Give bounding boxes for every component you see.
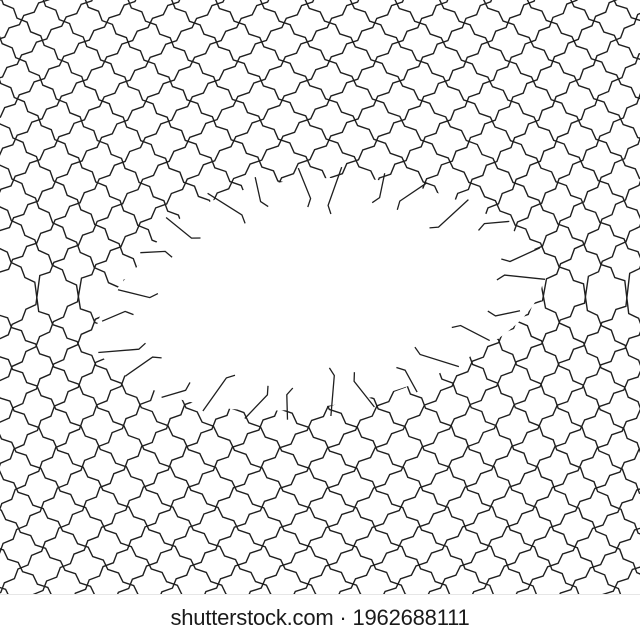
- torn-wire-end: [496, 274, 546, 281]
- torn-wire-end: [451, 324, 490, 342]
- fence-wire: [0, 0, 405, 382]
- torn-wire-end: [286, 387, 294, 420]
- torn-wire-end: [140, 250, 173, 258]
- fence-wire: [31, 12, 640, 595]
- fence-wire: [171, 0, 640, 454]
- fence-wire: [127, 0, 640, 495]
- torn-wire-end: [429, 199, 469, 229]
- fence-wire: [203, 180, 640, 595]
- fence-wire: [73, 52, 640, 595]
- fence-wire: [0, 0, 578, 554]
- fence-wire: [483, 0, 640, 139]
- fence-wire: [438, 0, 640, 180]
- fence-wire: [0, 0, 315, 273]
- fence-wire: [0, 433, 186, 595]
- torn-wire-end: [396, 182, 428, 210]
- fence-wire: [377, 0, 640, 595]
- fence-wire: [0, 122, 497, 595]
- torn-wire-end: [202, 374, 236, 412]
- torn-wire-end: [414, 346, 460, 368]
- fence-wire: [0, 206, 410, 595]
- fence-wire: [304, 0, 640, 325]
- torn-wire-end: [328, 367, 335, 417]
- torn-wire-end: [327, 166, 343, 215]
- fence-wire: [394, 0, 640, 220]
- fence-wire: [0, 0, 93, 79]
- fence-wire: [632, 0, 640, 595]
- watermark-bar: shutterstock.com · 1962688111: [0, 594, 640, 640]
- fence-wire: [42, 0, 640, 575]
- fence-wire: [0, 0, 449, 423]
- fence-wire: [215, 0, 640, 410]
- fence-wire: [0, 247, 365, 595]
- fence-wire: [0, 0, 225, 194]
- fence-wire: [0, 0, 536, 511]
- fence-wire: [382, 370, 640, 595]
- torn-wire-end: [165, 216, 201, 239]
- fence-wire: [0, 79, 538, 595]
- fence-wire: [0, 356, 276, 595]
- fence-wire: [0, 0, 360, 340]
- torn-wire-end: [117, 289, 159, 299]
- fence-wire: [0, 0, 618, 594]
- torn-wire-end: [254, 177, 269, 208]
- torn-wire-ends: [98, 166, 546, 420]
- fence-wire: [0, 586, 10, 595]
- fence-wire: [349, 0, 640, 259]
- fence-wire: [0, 0, 270, 232]
- torn-wire-end: [478, 220, 510, 231]
- torn-wire-end: [125, 356, 162, 377]
- torn-wire-end: [501, 247, 541, 263]
- fence-wire: [427, 408, 640, 595]
- fence-wire: [0, 0, 50, 40]
- fence-wire: [0, 470, 142, 595]
- watermark-text: shutterstock.com · 1962688111: [170, 604, 470, 630]
- fence-wire: [0, 314, 321, 595]
- torn-wire-end: [207, 192, 246, 224]
- torn-wire-end: [297, 167, 312, 208]
- fence-wire: [0, 0, 181, 156]
- fence-wire: [0, 35, 580, 595]
- fence-wire: [0, 509, 96, 595]
- torn-wire-end: [487, 310, 521, 317]
- fence-wire: [1, 0, 622, 595]
- fence-wire: [515, 488, 640, 595]
- fence-wire: [292, 265, 640, 595]
- fence-wire: [601, 566, 640, 595]
- fence-wire: [248, 223, 640, 595]
- torn-chain-link-fence-illustration: [0, 0, 640, 595]
- torn-wire-end: [371, 173, 386, 204]
- fence-wire: [159, 136, 640, 595]
- fence-wire: [0, 0, 12, 595]
- fence-wire: [0, 164, 454, 595]
- fence-wire: [337, 331, 640, 595]
- torn-wire-end: [101, 310, 134, 322]
- fence-wire: [471, 448, 640, 595]
- fence-wire: [0, 396, 231, 595]
- fence-mesh: [0, 0, 640, 595]
- torn-wire-end: [98, 342, 146, 354]
- torn-wire-end: [161, 382, 191, 399]
- fence-wire: [259, 0, 640, 367]
- fence-wire: [0, 0, 493, 467]
- fence-wire: [84, 0, 640, 535]
- torn-wire-end: [396, 366, 418, 393]
- torn-wire-end: [244, 385, 269, 419]
- torn-wire-end: [353, 372, 375, 408]
- fence-wire: [116, 93, 640, 595]
